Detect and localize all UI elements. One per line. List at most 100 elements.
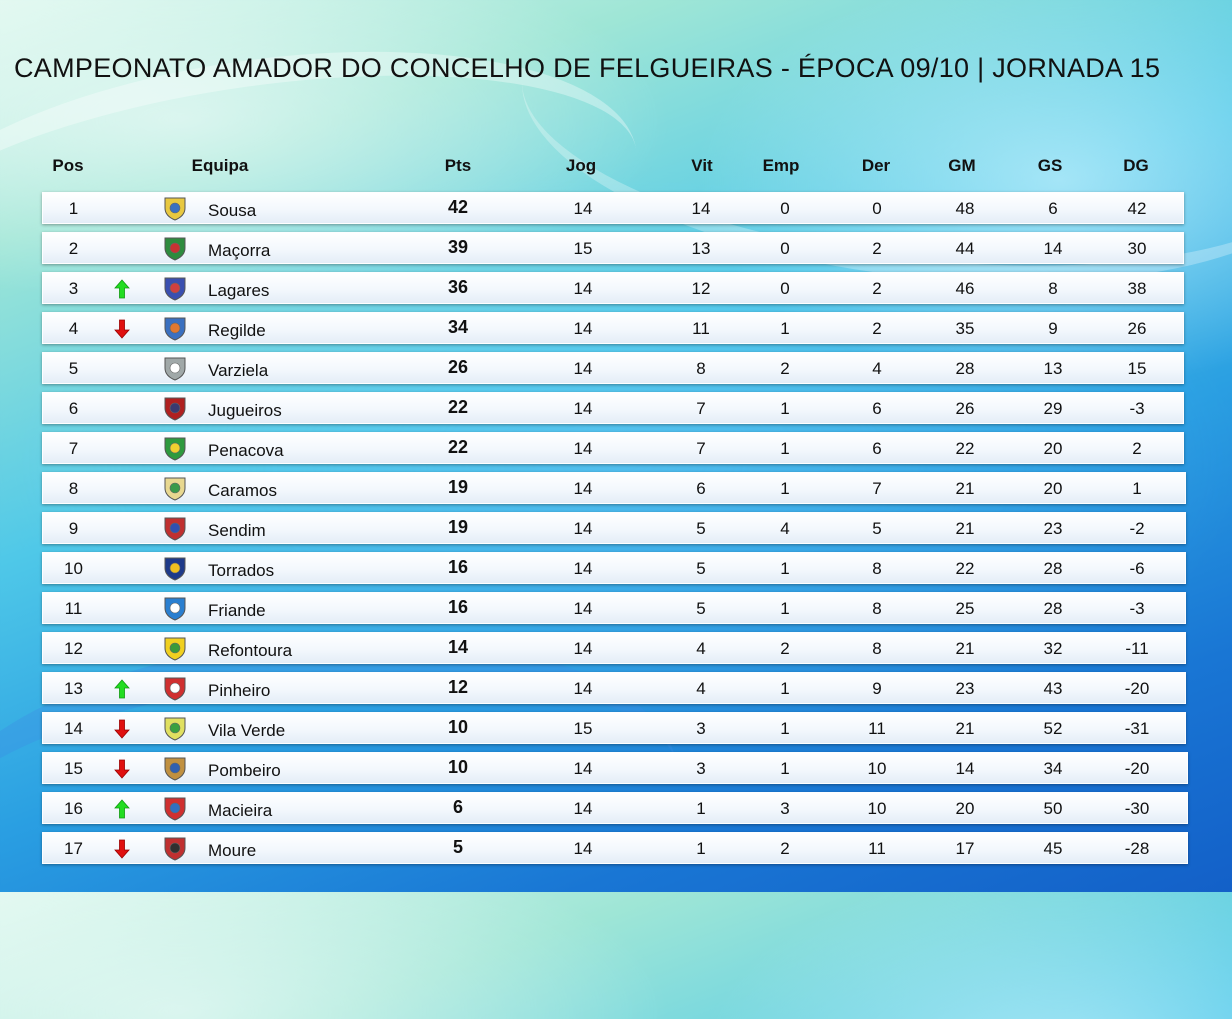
goal-difference-cell: 30 (1127, 239, 1147, 258)
goals-for-cell: 48 (955, 199, 975, 218)
team-name: Macieira (208, 801, 273, 820)
played-cell: 14 (573, 279, 593, 298)
goal-difference-cell: -11 (1125, 639, 1149, 658)
draws-cell: 0 (780, 199, 790, 218)
table-row: 16 Macieira 6 14 1 3 10 20 50 -30 (42, 792, 1188, 824)
goals-for-cell: 28 (955, 359, 975, 378)
goals-for-cell: 22 (955, 559, 975, 578)
table-header: Pos Equipa Pts Jog Vit Emp Der GM GS DG (0, 156, 1232, 176)
goal-difference-cell: -3 (1129, 399, 1145, 418)
played-cell: 14 (573, 479, 593, 498)
wins-cell: 8 (696, 359, 706, 378)
sendim-crest-icon (161, 515, 189, 541)
sousa-crest-icon (161, 195, 189, 221)
wins-cell: 11 (692, 319, 710, 338)
position-cell: 3 (68, 279, 79, 298)
losses-cell: 6 (872, 399, 882, 418)
table-row: 2 Maçorra 39 15 13 0 2 44 14 30 (42, 232, 1184, 264)
wins-cell: 7 (696, 439, 706, 458)
points-cell: 39 (447, 237, 469, 257)
goal-difference-cell: 42 (1127, 199, 1147, 218)
position-cell: 5 (68, 359, 79, 378)
points-cell: 5 (452, 837, 463, 857)
team-name: Torrados (208, 561, 275, 580)
goals-for-cell: 46 (955, 279, 975, 298)
goals-against-cell: 29 (1043, 399, 1063, 418)
losses-cell: 2 (872, 279, 882, 298)
points-cell: 36 (447, 277, 469, 297)
points-cell: 22 (447, 437, 469, 457)
position-cell: 14 (64, 719, 83, 738)
table-row: 12 Refontoura 14 14 4 2 8 21 32 -11 (42, 632, 1186, 664)
goals-against-cell: 20 (1043, 479, 1063, 498)
goals-for-cell: 17 (955, 839, 975, 858)
draws-cell: 1 (780, 399, 790, 418)
position-cell: 13 (64, 679, 83, 698)
wins-cell: 12 (691, 279, 711, 298)
losses-cell: 2 (872, 239, 882, 258)
goal-difference-cell: 26 (1127, 319, 1147, 338)
arrow-down-icon (111, 718, 133, 740)
points-cell: 10 (447, 757, 469, 777)
team-name: Sendim (208, 521, 266, 540)
played-cell: 14 (573, 359, 593, 378)
points-cell: 16 (447, 557, 469, 577)
goals-against-cell: 14 (1043, 239, 1063, 258)
losses-cell: 5 (872, 519, 882, 538)
played-cell: 14 (573, 759, 593, 778)
team-name: Vila Verde (208, 721, 286, 740)
draws-cell: 1 (780, 479, 790, 498)
goals-against-cell: 43 (1043, 679, 1063, 698)
team-name: Caramos (208, 481, 277, 500)
header-der: Der (861, 156, 891, 175)
table-row: 4 Regilde 34 14 11 1 2 35 9 26 (42, 312, 1184, 344)
table-row: 7 Penacova 22 14 7 1 6 22 20 2 (42, 432, 1184, 464)
goal-difference-cell: 15 (1127, 359, 1147, 378)
draws-cell: 2 (780, 839, 790, 858)
table-row: 13 Pinheiro 12 14 4 1 9 23 43 -20 (42, 672, 1186, 704)
position-cell: 16 (64, 799, 83, 818)
table-row: 3 Lagares 36 14 12 0 2 46 8 38 (42, 272, 1184, 304)
played-cell: 15 (573, 239, 593, 258)
header-vit: Vit (691, 156, 713, 175)
header-dg: DG (1123, 156, 1149, 175)
goals-for-cell: 20 (955, 799, 975, 818)
macorra-crest-icon (161, 235, 189, 261)
goal-difference-cell: -2 (1129, 519, 1145, 538)
team-name: Pinheiro (208, 681, 271, 700)
goals-against-cell: 13 (1043, 359, 1063, 378)
penacova-crest-icon (161, 435, 189, 461)
varziela-crest-icon (161, 355, 189, 381)
wins-cell: 5 (696, 599, 706, 618)
points-cell: 10 (447, 717, 469, 737)
table-row: 11 Friande 16 14 5 1 8 25 28 -3 (42, 592, 1186, 624)
goals-against-cell: 28 (1043, 559, 1063, 578)
caramos-crest-icon (161, 475, 189, 501)
table-row: 17 Moure 5 14 1 2 11 17 45 -28 (42, 832, 1188, 864)
wins-cell: 6 (696, 479, 706, 498)
position-cell: 7 (68, 439, 79, 458)
points-cell: 6 (452, 797, 463, 817)
goal-difference-cell: -20 (1124, 679, 1150, 698)
played-cell: 14 (573, 839, 593, 858)
goals-against-cell: 52 (1043, 719, 1063, 738)
points-cell: 22 (447, 397, 469, 417)
team-name: Varziela (208, 361, 269, 380)
arrow-up-icon (111, 678, 133, 700)
pinheiro-crest-icon (161, 675, 189, 701)
goals-against-cell: 45 (1043, 839, 1063, 858)
table-row: 14 Vila Verde 10 15 3 1 11 21 52 -31 (42, 712, 1186, 744)
losses-cell: 8 (872, 639, 882, 658)
draws-cell: 1 (780, 319, 790, 338)
position-cell: 17 (64, 839, 83, 858)
position-cell: 9 (68, 519, 79, 538)
draws-cell: 3 (780, 799, 790, 818)
draws-cell: 1 (780, 679, 790, 698)
wins-cell: 7 (696, 399, 706, 418)
pombeiro-crest-icon (161, 755, 189, 781)
goal-difference-cell: -6 (1129, 559, 1145, 578)
team-name: Pombeiro (208, 761, 281, 780)
draws-cell: 1 (780, 599, 790, 618)
header-gs: GS (1037, 156, 1063, 175)
played-cell: 14 (573, 799, 593, 818)
